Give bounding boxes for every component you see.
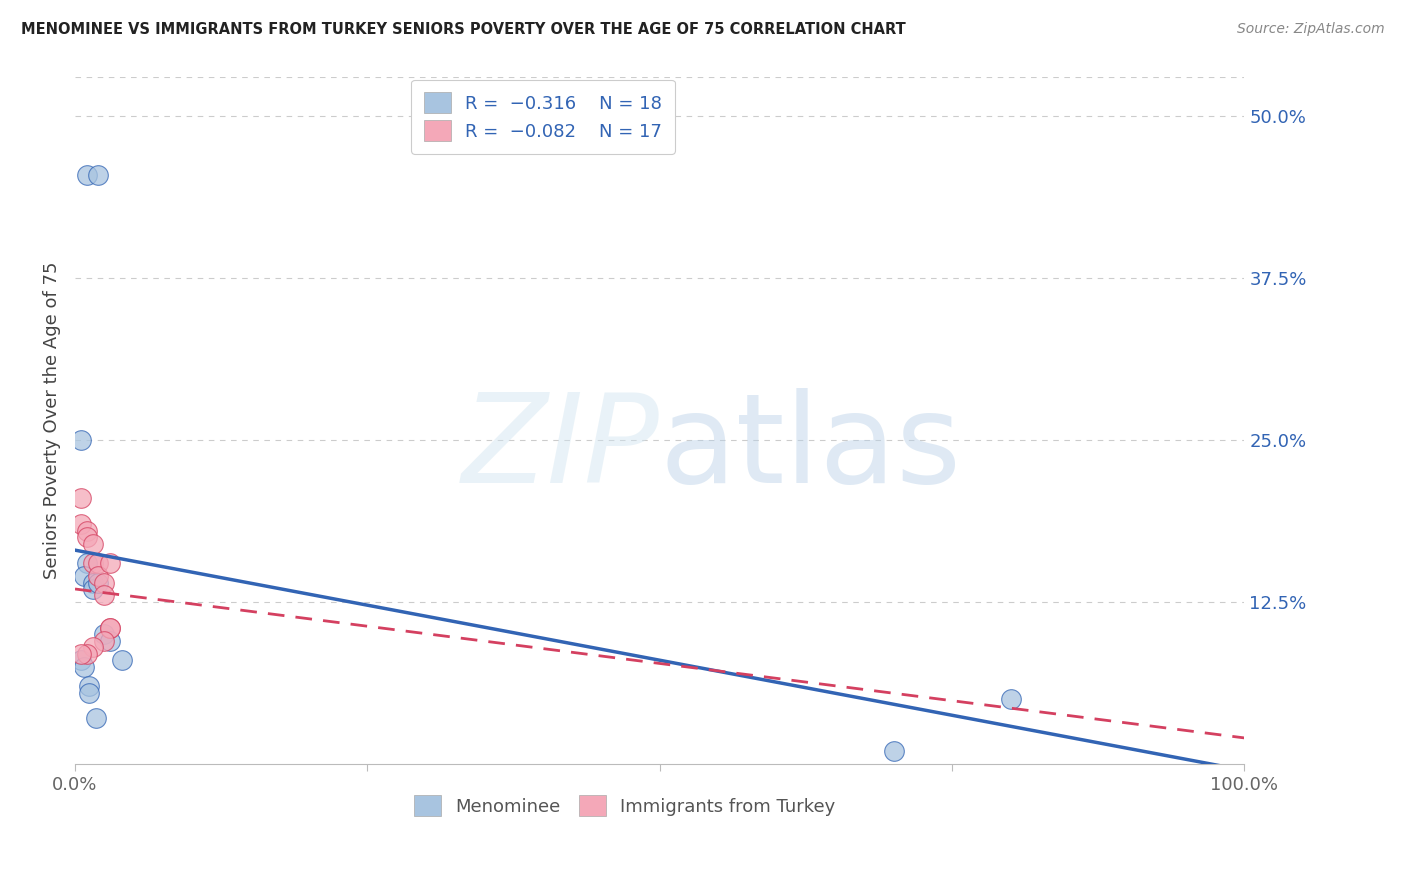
Text: MENOMINEE VS IMMIGRANTS FROM TURKEY SENIORS POVERTY OVER THE AGE OF 75 CORRELATI: MENOMINEE VS IMMIGRANTS FROM TURKEY SENI… xyxy=(21,22,905,37)
Point xyxy=(76,168,98,182)
Point xyxy=(87,168,110,182)
Point xyxy=(87,556,110,570)
Point xyxy=(98,621,121,635)
Point xyxy=(73,659,96,673)
Point xyxy=(98,621,121,635)
Point xyxy=(76,530,98,544)
Y-axis label: Seniors Poverty Over the Age of 75: Seniors Poverty Over the Age of 75 xyxy=(44,262,60,580)
Point xyxy=(87,569,110,583)
Point xyxy=(77,679,100,693)
Text: ZIP: ZIP xyxy=(461,388,659,508)
Point xyxy=(93,627,115,641)
Point xyxy=(82,640,104,655)
Point xyxy=(93,575,115,590)
Point xyxy=(70,433,93,447)
Point xyxy=(70,647,93,661)
Text: Source: ZipAtlas.com: Source: ZipAtlas.com xyxy=(1237,22,1385,37)
Point xyxy=(76,524,98,538)
Point xyxy=(76,647,98,661)
Point xyxy=(82,536,104,550)
Point xyxy=(111,653,134,667)
Point xyxy=(84,711,107,725)
Legend: Menominee, Immigrants from Turkey: Menominee, Immigrants from Turkey xyxy=(406,789,842,823)
Point xyxy=(87,575,110,590)
Text: atlas: atlas xyxy=(659,388,962,508)
Point xyxy=(93,633,115,648)
Point xyxy=(98,633,121,648)
Point xyxy=(70,517,93,532)
Point xyxy=(73,569,96,583)
Point xyxy=(93,589,115,603)
Point xyxy=(70,653,93,667)
Point xyxy=(1000,692,1022,706)
Point xyxy=(82,556,104,570)
Point xyxy=(77,685,100,699)
Point xyxy=(70,491,93,506)
Point xyxy=(82,575,104,590)
Point xyxy=(76,556,98,570)
Point xyxy=(98,556,121,570)
Point xyxy=(82,582,104,596)
Point xyxy=(883,744,905,758)
